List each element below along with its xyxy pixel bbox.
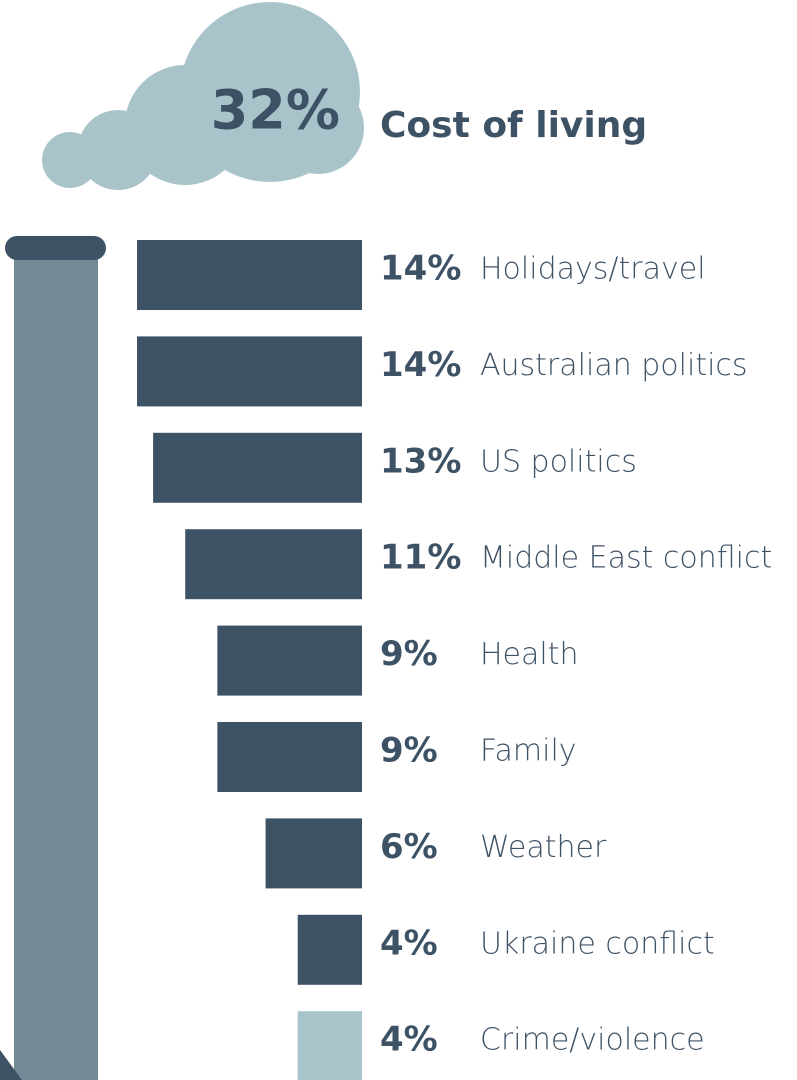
- cloud-puff: [272, 82, 364, 174]
- category-label: Crime/violence: [480, 1023, 705, 1058]
- value-label: 11%: [380, 538, 461, 578]
- category-label: Weather: [480, 830, 607, 865]
- bar: [217, 625, 362, 696]
- chimney-pipe: [14, 250, 98, 1080]
- value-label: 14%: [380, 345, 461, 385]
- bar: [185, 529, 362, 600]
- category-label: Health: [480, 637, 579, 672]
- category-label: Australian politics: [480, 348, 748, 383]
- value-label: 14%: [380, 249, 461, 289]
- highlight-value: 32%: [211, 79, 340, 142]
- category-label: Middle East conflict: [480, 541, 772, 576]
- cloud-puff: [42, 132, 98, 188]
- value-label: 9%: [380, 634, 438, 674]
- corner: [0, 1050, 22, 1080]
- cloud: [42, 2, 364, 190]
- value-label: 4%: [380, 1020, 438, 1060]
- bar: [137, 240, 362, 310]
- category-label: Holidays/travel: [480, 252, 706, 287]
- bar: [297, 1011, 362, 1080]
- value-label: 6%: [380, 827, 438, 867]
- category-label: US politics: [480, 444, 637, 479]
- cloud-puff: [78, 110, 158, 190]
- highlight-label: Cost of living: [380, 105, 647, 146]
- bar: [153, 432, 362, 503]
- value-label: 9%: [380, 731, 438, 771]
- value-label: 4%: [380, 923, 438, 963]
- bar: [297, 914, 362, 985]
- category-label: Family: [480, 734, 577, 769]
- chimney-cap: [5, 236, 106, 260]
- bar: [265, 818, 362, 889]
- category-label: Ukraine conflict: [480, 926, 715, 961]
- bar: [217, 722, 362, 792]
- bar: [137, 336, 362, 407]
- chimney: [0, 236, 106, 1080]
- value-label: 13%: [380, 441, 461, 481]
